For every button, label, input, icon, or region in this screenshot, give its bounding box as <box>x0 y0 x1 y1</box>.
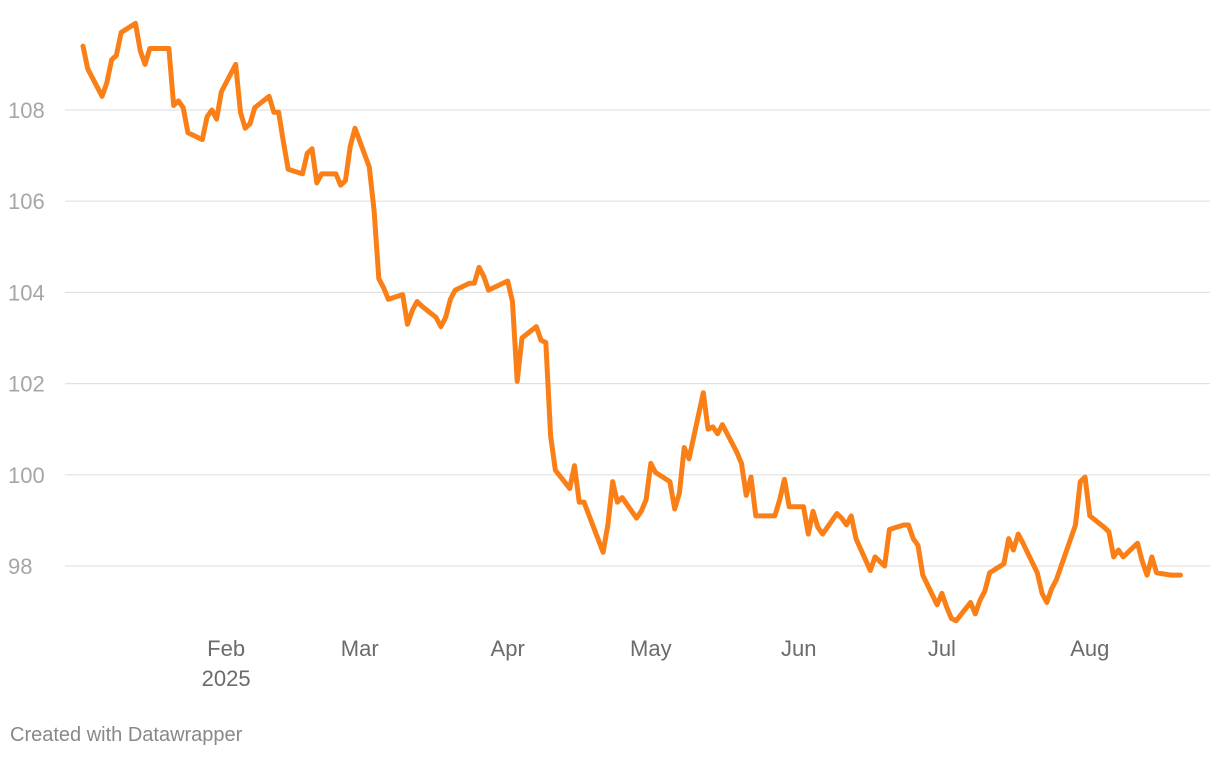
y-tick-label-102: 102 <box>8 372 45 397</box>
line-chart: 98 100 102 104 106 108 Feb 2025 Mar Apr May Jun Jul… <box>8 20 1210 691</box>
x-tick-label-may: May <box>630 636 672 661</box>
x-tick-label-aug: Aug <box>1070 636 1109 661</box>
x-tick-label-jun: Jun <box>781 636 816 661</box>
x-tick-label-feb: Feb <box>207 636 245 661</box>
x-axis-ticks: Feb 2025 Mar Apr May Jun Jul Aug <box>202 636 1110 691</box>
y-axis-ticks: 98 100 102 104 106 108 <box>8 98 45 579</box>
gridlines <box>65 109 1210 567</box>
y-tick-label-108: 108 <box>8 98 45 123</box>
x-tick-label-apr: Apr <box>491 636 525 661</box>
footer-credit: Created with Datawrapper <box>10 724 243 746</box>
y-tick-label-98: 98 <box>8 554 32 579</box>
y-tick-label-106: 106 <box>8 189 45 214</box>
y-tick-label-104: 104 <box>8 280 45 305</box>
series-layer <box>80 20 1183 624</box>
series-line-0 <box>80 20 1183 624</box>
x-tick-label-mar: Mar <box>341 636 379 661</box>
y-tick-label-100: 100 <box>8 463 45 488</box>
x-tick-sublabel-year: 2025 <box>202 666 251 691</box>
x-tick-label-jul: Jul <box>928 636 956 661</box>
